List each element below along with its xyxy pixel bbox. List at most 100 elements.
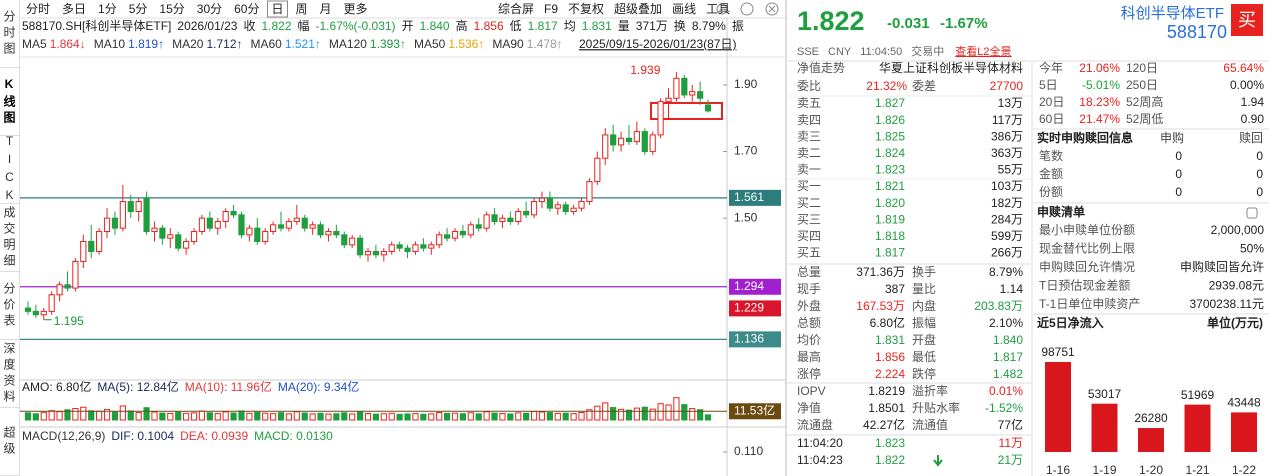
period-tab[interactable]: 30分	[197, 2, 222, 16]
volume-bar	[570, 413, 577, 421]
icon-more[interactable]	[716, 3, 728, 15]
l2-link[interactable]: 查看L2全景	[955, 44, 1011, 58]
candle-body	[697, 91, 704, 99]
volume-bar	[214, 413, 221, 421]
volume-bar	[443, 412, 451, 421]
side-tab[interactable]: TICK	[0, 136, 19, 204]
candle-body	[673, 77, 680, 99]
info-item: 371万	[636, 19, 668, 33]
tool-button[interactable]: 综合屏	[498, 1, 534, 16]
candle-body	[262, 230, 269, 242]
period-tab[interactable]: 周	[296, 2, 308, 16]
tool-button[interactable]: 超级叠加	[614, 1, 662, 16]
x-tick-label: 1-22	[1232, 463, 1256, 476]
period-tab[interactable]: 日	[271, 2, 283, 16]
volume-bar	[56, 411, 63, 421]
tool-button[interactable]: 不复权	[568, 2, 604, 16]
volume-bar	[673, 397, 680, 421]
level-price: 1.825	[875, 129, 905, 143]
volume-bar	[546, 412, 553, 421]
buy-button[interactable]	[1231, 4, 1263, 36]
tool-button[interactable]: 画线	[672, 2, 696, 16]
stat-label: 外盘	[797, 298, 821, 313]
date-range[interactable]: 2025/09/15-2026/01/23(87日)	[579, 37, 736, 51]
bar	[1045, 362, 1071, 452]
volume-bar	[475, 413, 482, 421]
price-line-label: 1.136	[734, 332, 764, 346]
volume-bar	[538, 411, 546, 421]
row-value: 2,000,000	[1211, 223, 1265, 237]
stat-value: -1.52%	[985, 401, 1023, 415]
bar-value-label: 51969	[1181, 388, 1215, 402]
perf-value: 65.64%	[1223, 61, 1264, 75]
row-label: 份额	[1039, 185, 1063, 199]
volume-bar	[594, 405, 601, 421]
stat-label: 最高	[797, 349, 821, 364]
highlight-box	[650, 102, 723, 120]
stat-label: 振幅	[912, 315, 936, 330]
info-item: 8.79%	[692, 19, 726, 33]
volume-bar	[610, 407, 617, 421]
row-value: 0	[1175, 149, 1182, 163]
period-tab[interactable]: 月	[320, 2, 332, 16]
stat-value: 77亿	[998, 417, 1023, 432]
row-value: 21.32%	[866, 79, 907, 93]
info-item: 开	[402, 19, 414, 33]
period-tab[interactable]: 60分	[234, 2, 259, 16]
level-label: 买五	[797, 246, 821, 260]
info-item: 收	[243, 19, 255, 33]
icon-list[interactable]	[1246, 207, 1258, 219]
period-tab[interactable]: 1分	[98, 2, 117, 16]
period-tab[interactable]: 15分	[159, 2, 184, 16]
ma-value: 1.478↑	[527, 37, 563, 51]
ma-label: MA60	[251, 37, 283, 51]
candle-body	[523, 211, 530, 216]
period-tab[interactable]: 分时	[26, 2, 50, 16]
volume-ma: MA(10): 11.96亿	[185, 379, 272, 394]
candle-body	[428, 244, 435, 249]
level-price: 1.820	[875, 196, 905, 210]
bar	[1138, 428, 1164, 452]
tool-button[interactable]: F9	[544, 2, 558, 16]
side-tab[interactable]: 超级	[0, 408, 19, 476]
volume-bar	[689, 408, 696, 421]
candle-body	[467, 224, 474, 236]
row-value: 2939.08元	[1209, 279, 1264, 293]
period-tab[interactable]: 5分	[129, 2, 148, 16]
side-tab[interactable]: 成交明细	[0, 204, 19, 272]
volume-bar	[301, 412, 308, 421]
side-tab[interactable]: 分价表	[0, 272, 19, 340]
candle-body	[277, 224, 285, 229]
candle-body	[72, 260, 79, 289]
volume-bar	[293, 411, 300, 421]
tool-button[interactable]: 工具	[706, 2, 730, 16]
candle-body	[151, 227, 158, 232]
volume-bar	[404, 413, 411, 421]
period-tab[interactable]: 多日	[62, 2, 86, 16]
price-line-label: 1.229	[734, 301, 764, 315]
candle-body	[64, 284, 71, 289]
icon-settings[interactable]	[740, 2, 754, 16]
stat-value: 42.27亿	[863, 417, 905, 432]
icon-close[interactable]	[765, 2, 779, 16]
buy-label[interactable]: 买	[1238, 10, 1256, 30]
level-label: 卖二	[797, 146, 821, 160]
volume-bar	[80, 406, 87, 421]
stat-value: 387	[885, 282, 905, 296]
price-change-pct: -1.67%	[940, 15, 988, 32]
volume-bar	[507, 413, 514, 421]
side-tab[interactable]: K线图	[0, 68, 19, 136]
candle-body	[80, 240, 87, 262]
side-tab[interactable]: 分时图	[0, 0, 19, 68]
candle-body	[657, 101, 664, 136]
macd-label: DEA: 0.0939	[180, 429, 248, 443]
candle-body	[633, 131, 640, 143]
side-tab[interactable]: 深度资料	[0, 340, 19, 408]
info-item: 幅	[298, 18, 310, 33]
row-value: 0	[1175, 167, 1182, 181]
period-tab[interactable]: 更多	[344, 2, 368, 16]
trade-volume: 21万	[998, 453, 1023, 467]
perf-label: 250日	[1126, 78, 1158, 92]
candle-body	[175, 234, 182, 249]
